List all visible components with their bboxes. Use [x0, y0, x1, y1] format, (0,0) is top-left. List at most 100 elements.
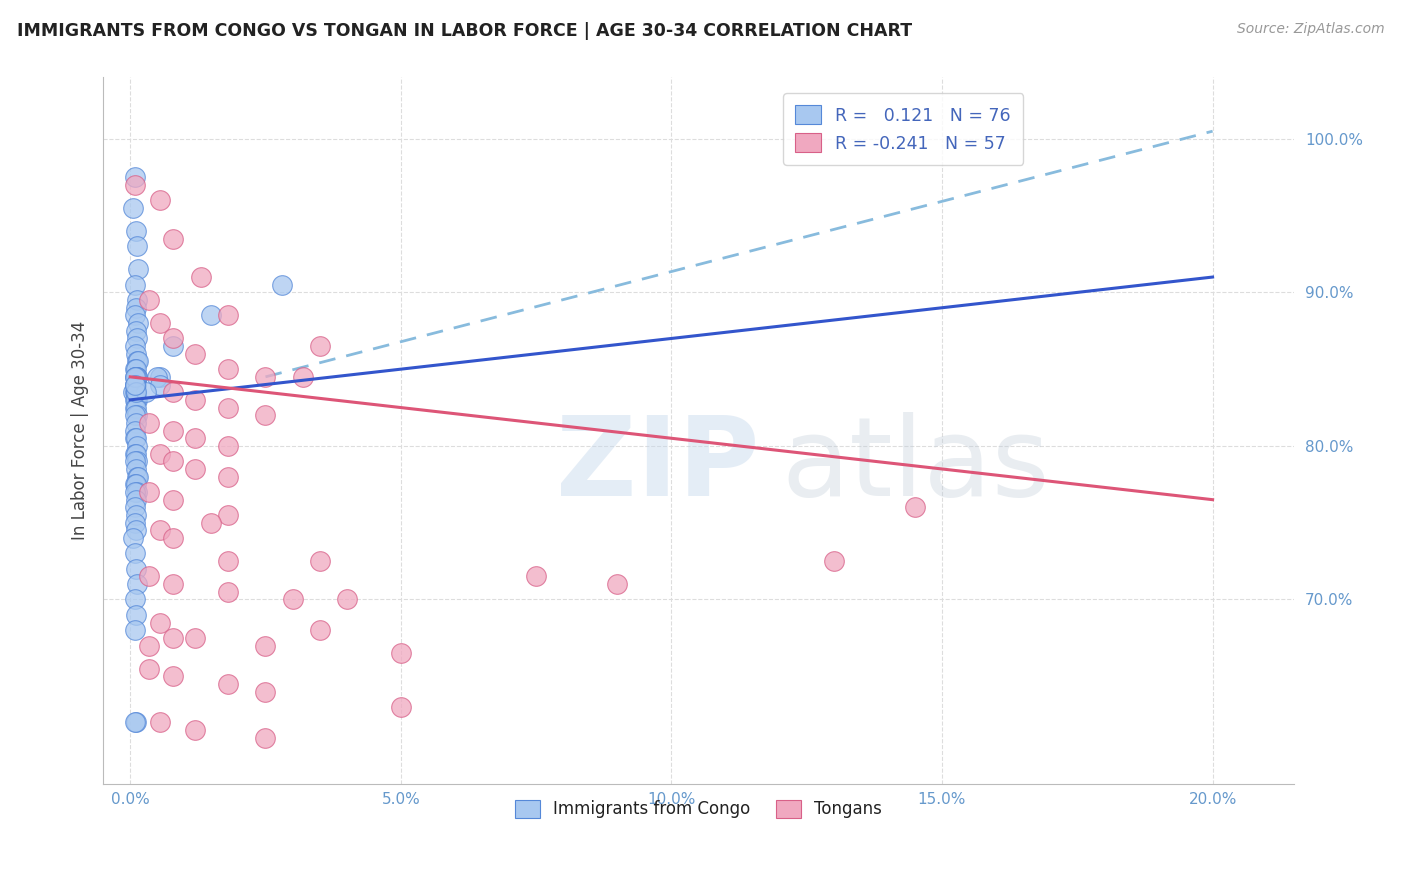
- Point: [184, 631, 207, 645]
- Point: [125, 331, 148, 345]
- Point: [124, 607, 146, 622]
- Point: [124, 546, 146, 560]
- Point: [124, 715, 146, 730]
- Point: [125, 369, 148, 384]
- Point: [308, 554, 330, 568]
- Point: [217, 439, 239, 453]
- Point: [389, 700, 412, 714]
- Point: [125, 409, 148, 423]
- Point: [254, 369, 277, 384]
- Point: [124, 178, 146, 192]
- Point: [125, 485, 148, 500]
- Point: [124, 339, 146, 353]
- Point: [124, 562, 146, 576]
- Point: [124, 416, 146, 430]
- Point: [184, 347, 207, 361]
- Point: [254, 731, 277, 745]
- Text: ZIP: ZIP: [555, 412, 759, 519]
- Point: [149, 615, 172, 630]
- Point: [217, 677, 239, 691]
- Point: [124, 454, 146, 468]
- Point: [308, 623, 330, 637]
- Point: [149, 369, 172, 384]
- Point: [124, 324, 146, 338]
- Point: [127, 262, 149, 277]
- Point: [217, 469, 239, 483]
- Point: [125, 439, 148, 453]
- Point: [125, 239, 148, 253]
- Point: [124, 170, 146, 185]
- Text: atlas: atlas: [782, 412, 1050, 519]
- Point: [146, 369, 169, 384]
- Point: [162, 232, 184, 246]
- Point: [125, 577, 148, 591]
- Point: [122, 201, 145, 215]
- Point: [149, 316, 172, 330]
- Point: [124, 377, 146, 392]
- Point: [217, 401, 239, 415]
- Point: [200, 516, 222, 530]
- Point: [124, 369, 146, 384]
- Point: [127, 469, 149, 483]
- Point: [124, 309, 146, 323]
- Point: [127, 316, 149, 330]
- Point: [124, 424, 146, 438]
- Point: [124, 377, 146, 392]
- Point: [217, 309, 239, 323]
- Point: [122, 385, 145, 400]
- Point: [125, 454, 148, 468]
- Point: [124, 385, 146, 400]
- Point: [124, 377, 146, 392]
- Point: [124, 401, 146, 415]
- Point: [127, 354, 149, 368]
- Point: [149, 377, 172, 392]
- Point: [124, 362, 146, 376]
- Point: [124, 500, 146, 515]
- Point: [904, 500, 927, 515]
- Point: [823, 554, 845, 568]
- Point: [124, 431, 146, 445]
- Point: [135, 385, 157, 400]
- Point: [149, 194, 172, 208]
- Point: [162, 339, 184, 353]
- Point: [125, 369, 148, 384]
- Point: [184, 431, 207, 445]
- Point: [162, 385, 184, 400]
- Point: [125, 392, 148, 407]
- Point: [162, 631, 184, 645]
- Point: [124, 369, 146, 384]
- Point: [138, 662, 160, 676]
- Text: Source: ZipAtlas.com: Source: ZipAtlas.com: [1237, 22, 1385, 37]
- Point: [138, 569, 160, 583]
- Point: [389, 646, 412, 660]
- Point: [138, 485, 160, 500]
- Point: [190, 270, 212, 285]
- Text: IMMIGRANTS FROM CONGO VS TONGAN IN LABOR FORCE | AGE 30-34 CORRELATION CHART: IMMIGRANTS FROM CONGO VS TONGAN IN LABOR…: [17, 22, 912, 40]
- Point: [124, 409, 146, 423]
- Point: [217, 508, 239, 522]
- Point: [162, 454, 184, 468]
- Point: [162, 531, 184, 545]
- Point: [124, 485, 146, 500]
- Point: [125, 293, 148, 307]
- Point: [217, 554, 239, 568]
- Point: [125, 469, 148, 483]
- Point: [138, 416, 160, 430]
- Point: [124, 516, 146, 530]
- Point: [124, 301, 146, 315]
- Point: [162, 424, 184, 438]
- Point: [124, 462, 146, 476]
- Point: [124, 623, 146, 637]
- Legend: Immigrants from Congo, Tongans: Immigrants from Congo, Tongans: [509, 793, 889, 825]
- Point: [162, 577, 184, 591]
- Point: [200, 309, 222, 323]
- Point: [281, 592, 304, 607]
- Point: [217, 584, 239, 599]
- Point: [124, 369, 146, 384]
- Y-axis label: In Labor Force | Age 30-34: In Labor Force | Age 30-34: [72, 321, 89, 541]
- Point: [270, 277, 292, 292]
- Point: [254, 409, 277, 423]
- Point: [138, 293, 160, 307]
- Point: [149, 715, 172, 730]
- Point: [162, 331, 184, 345]
